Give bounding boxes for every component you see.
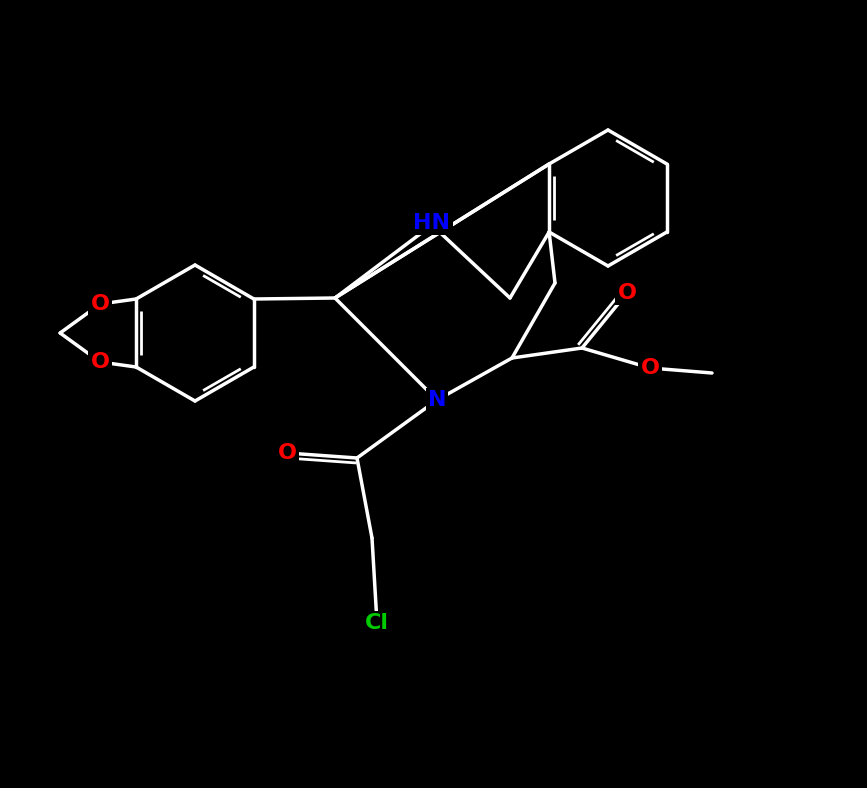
Text: Cl: Cl bbox=[365, 613, 389, 633]
Text: O: O bbox=[641, 358, 660, 378]
Text: HN: HN bbox=[414, 213, 451, 233]
Text: O: O bbox=[91, 294, 109, 314]
Text: N: N bbox=[427, 390, 447, 410]
Text: O: O bbox=[617, 283, 636, 303]
Text: O: O bbox=[91, 352, 109, 372]
Text: O: O bbox=[277, 443, 297, 463]
